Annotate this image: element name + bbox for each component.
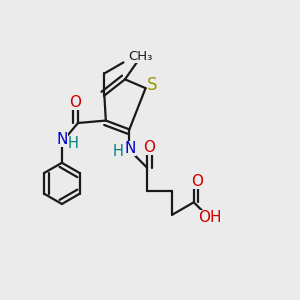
Text: N: N	[56, 132, 68, 147]
Text: O: O	[191, 174, 203, 189]
Text: O: O	[70, 95, 82, 110]
Text: OH: OH	[198, 210, 221, 225]
Text: O: O	[143, 140, 155, 154]
Text: S: S	[147, 76, 157, 94]
Text: H: H	[68, 136, 79, 151]
Text: CH₃: CH₃	[128, 50, 152, 63]
Text: H: H	[113, 144, 124, 159]
Text: N: N	[124, 141, 136, 156]
